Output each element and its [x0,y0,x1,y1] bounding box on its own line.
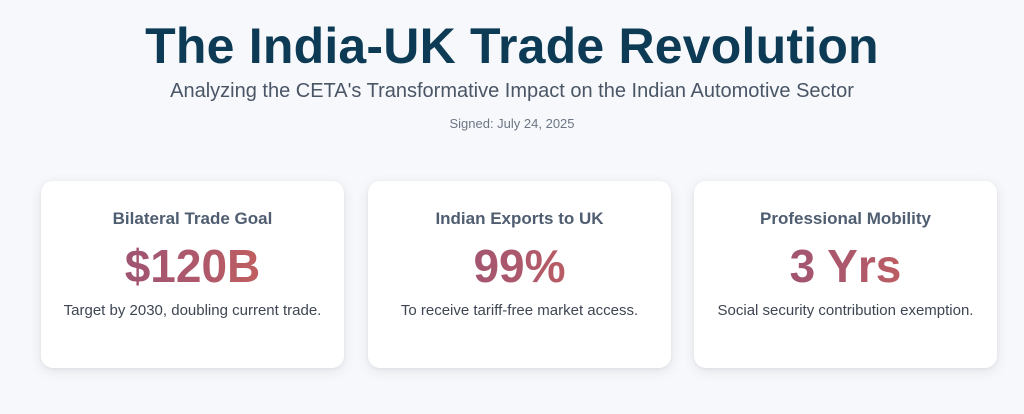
stat-card-label: Indian Exports to UK [435,209,604,228]
stat-card-value: 3 Yrs [694,238,997,294]
stat-card-exports: Indian Exports to UK 99% To receive tari… [368,181,671,368]
stat-card-label: Bilateral Trade Goal [112,209,273,228]
signed-date: Signed: July 24, 2025 [449,116,575,131]
stat-card-trade-goal: Bilateral Trade Goal $120B Target by 203… [41,181,344,368]
stat-cards: Bilateral Trade Goal $120B Target by 203… [41,181,997,368]
page-title: The India-UK Trade Revolution [145,18,879,74]
stat-card-description: Social security contribution exemption. [717,302,974,319]
page-subtitle: Analyzing the CETA's Transformative Impa… [170,80,854,102]
stat-card-label: Professional Mobility [760,209,931,228]
stat-card-description: To receive tariff-free market access. [400,302,639,319]
stat-card-value: $120B [41,238,344,294]
stat-card-value: 99% [368,238,671,294]
stat-card-description: Target by 2030, doubling current trade. [63,302,322,319]
stat-card-mobility: Professional Mobility 3 Yrs Social secur… [694,181,997,368]
